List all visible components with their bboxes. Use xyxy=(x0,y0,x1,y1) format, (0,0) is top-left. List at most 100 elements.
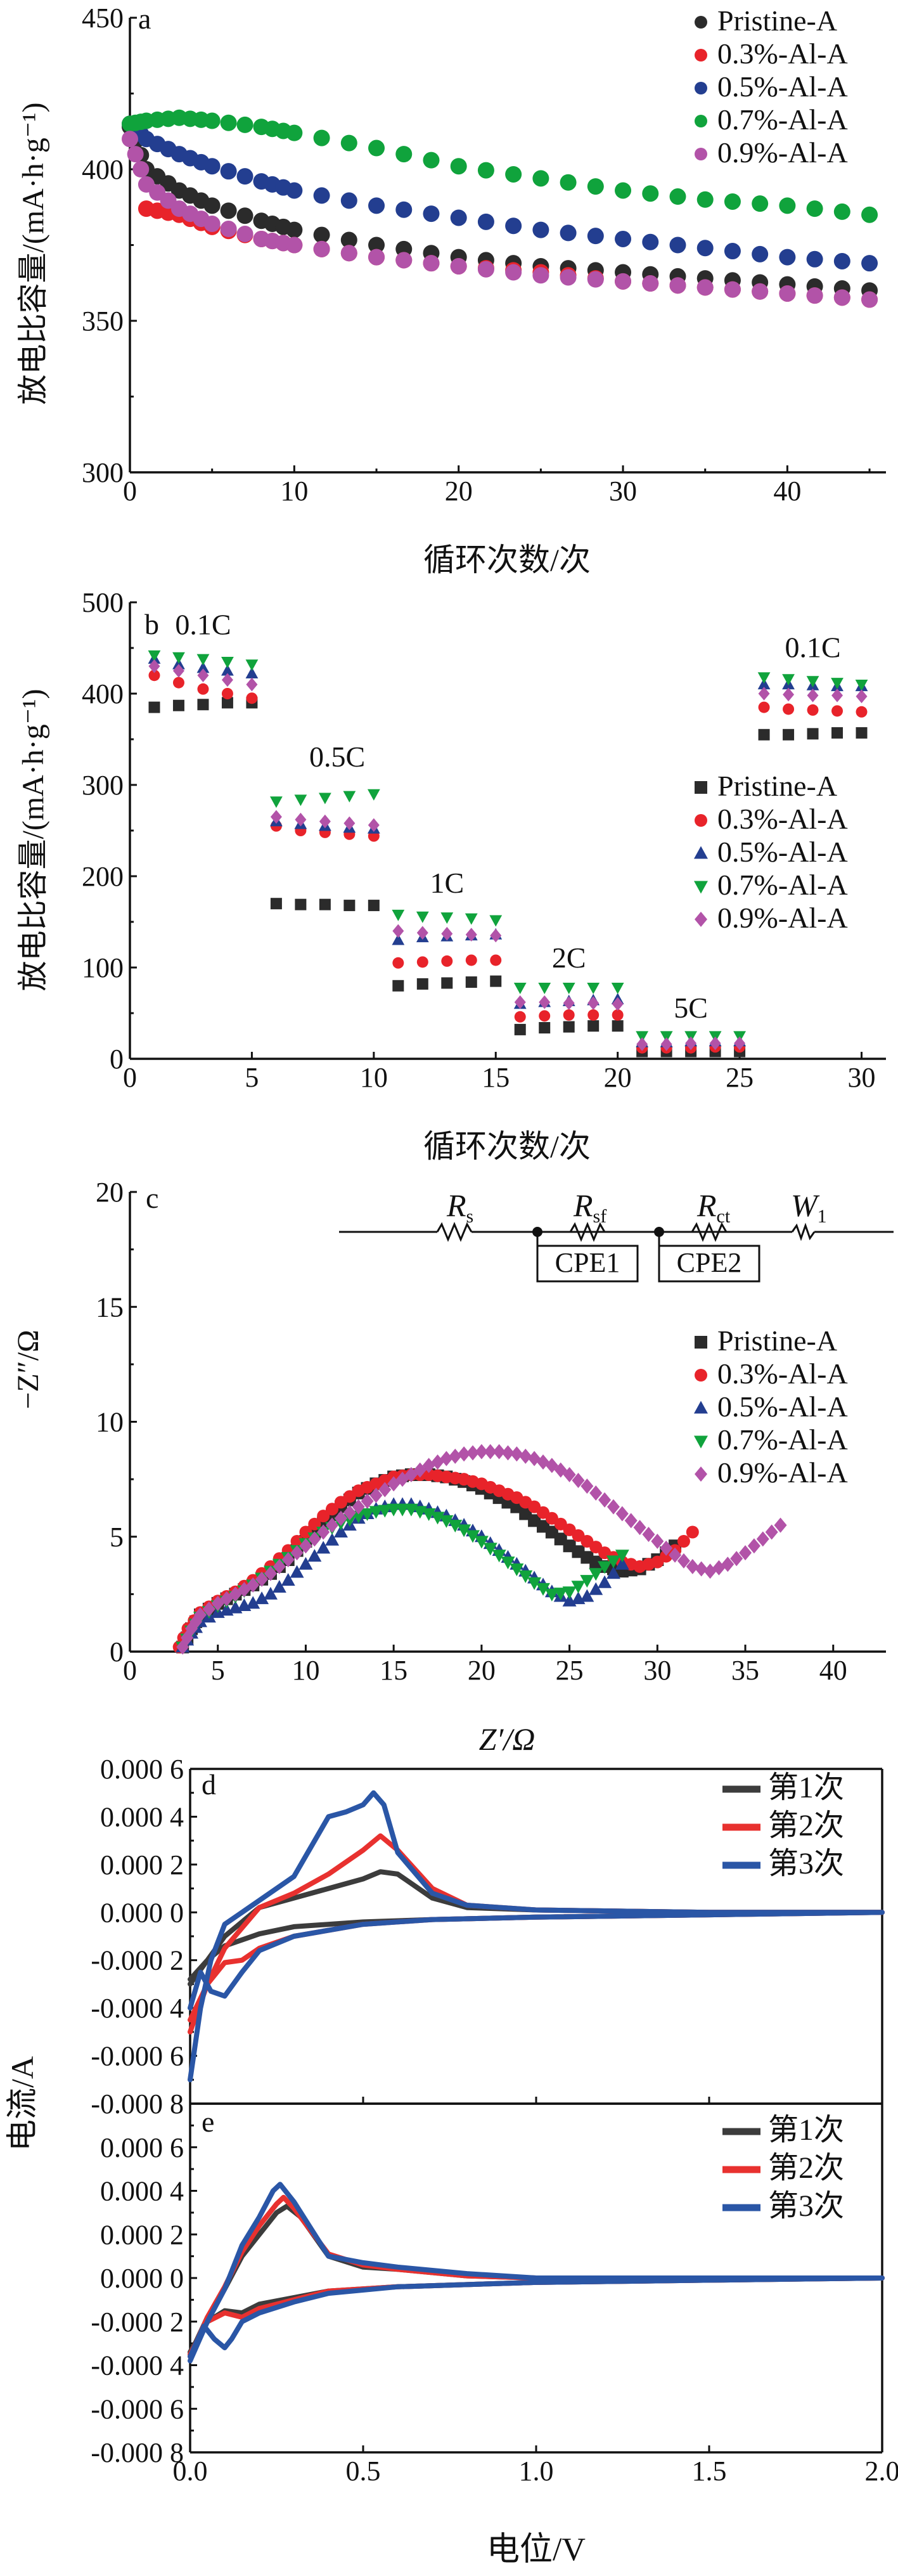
data-point xyxy=(441,977,453,989)
data-point xyxy=(730,1551,743,1567)
data-point xyxy=(236,168,253,185)
data-point xyxy=(264,1565,277,1581)
circuit-symbol: R xyxy=(573,1188,593,1223)
data-point xyxy=(221,697,233,709)
legend-label-4: 0.7%-Al-A xyxy=(717,869,848,901)
data-point xyxy=(615,1557,629,1570)
data-point xyxy=(783,687,795,702)
legend-label-2: 第2次 xyxy=(768,1809,844,1842)
data-point xyxy=(806,676,819,688)
data-point xyxy=(598,1575,612,1588)
data-point xyxy=(514,1011,526,1023)
panel-d-cv-curve: 0.000 6 0.000 4 0.000 2 0.000 0 -0.000 2 -0.0… xyxy=(91,1754,885,2120)
data-point xyxy=(807,689,819,702)
legend-label-1: Pristine-A xyxy=(717,770,837,802)
circuit-symbol: W xyxy=(791,1188,820,1223)
data-point xyxy=(295,812,307,827)
data-point xyxy=(326,1503,339,1516)
legend-label-5: 0.9%-Al-A xyxy=(717,1456,848,1489)
x-tick-label: 0 xyxy=(123,1655,137,1686)
data-point xyxy=(255,1571,269,1587)
circuit-label: W1 xyxy=(791,1188,827,1227)
data-point xyxy=(220,202,237,219)
data-point xyxy=(758,701,770,713)
legend-label-3: 第3次 xyxy=(768,2189,844,2223)
data-point xyxy=(343,791,356,803)
x-tick-label: 30 xyxy=(609,476,637,507)
data-point xyxy=(686,1558,699,1574)
data-point xyxy=(587,228,604,245)
data-point xyxy=(457,1524,471,1537)
y-tick-label: 0 xyxy=(110,1636,124,1667)
data-point xyxy=(245,666,259,678)
data-point xyxy=(340,245,357,262)
rate-annotation: 2C xyxy=(552,942,586,974)
data-point xyxy=(318,793,331,805)
data-point xyxy=(221,673,233,687)
data-point xyxy=(440,912,454,924)
resistor-rct xyxy=(691,1222,728,1242)
data-point xyxy=(369,1506,383,1519)
data-point xyxy=(587,1009,600,1021)
data-point xyxy=(299,1538,312,1554)
data-point xyxy=(236,116,253,133)
data-point xyxy=(449,1448,462,1464)
data-point xyxy=(245,659,259,671)
y-axis-title: −Z″/Ω xyxy=(11,1330,45,1409)
data-point xyxy=(148,659,160,673)
y-tick-label: -0.000 8 xyxy=(91,2437,184,2468)
data-point xyxy=(263,1586,278,1600)
y-tick-label: -0.000 6 xyxy=(91,2041,184,2072)
y-tick-label: 5 xyxy=(110,1522,124,1553)
legend-marker-1 xyxy=(695,781,707,794)
warburg-element xyxy=(791,1222,816,1241)
data-point xyxy=(724,193,741,210)
data-point xyxy=(518,1570,533,1583)
y-tick-label: 0.000 6 xyxy=(100,2132,184,2163)
data-point xyxy=(325,1532,340,1546)
rate-annotation: 1C xyxy=(430,867,464,899)
data-point xyxy=(352,1499,365,1515)
cv-curve-cycle-3 xyxy=(188,1790,885,2083)
data-point xyxy=(505,165,522,183)
circuit-subscript: s xyxy=(466,1206,474,1227)
data-point xyxy=(281,1552,295,1567)
y-tick-label: 300 xyxy=(82,770,124,801)
legend-label-1: Pristine-A xyxy=(717,1324,837,1357)
data-point xyxy=(660,1037,672,1051)
data-point xyxy=(392,957,404,969)
data-point xyxy=(196,661,210,673)
panel-a-capacity-cycling: 0 10 20 30 40 300 350 400 450 a Pristine-A0.3%-Al-… xyxy=(16,3,886,578)
data-point xyxy=(441,955,453,967)
data-point xyxy=(757,672,771,684)
data-point xyxy=(368,139,385,157)
data-point xyxy=(589,1485,603,1501)
data-point xyxy=(441,926,453,941)
x-tick-label: 40 xyxy=(819,1655,847,1686)
data-point xyxy=(532,221,549,238)
x-tick-label: 25 xyxy=(556,1655,584,1686)
data-point xyxy=(392,933,405,945)
data-point xyxy=(172,652,185,664)
y-tick-label: 0.000 4 xyxy=(100,1801,184,1832)
data-point xyxy=(343,1505,356,1520)
data-point xyxy=(806,287,823,304)
data-point xyxy=(236,225,253,242)
data-point xyxy=(392,924,404,938)
y-tick-label: 0.000 2 xyxy=(100,1849,184,1880)
data-point xyxy=(861,291,878,308)
data-point xyxy=(756,1531,769,1547)
data-point xyxy=(587,983,600,995)
data-point xyxy=(313,187,330,204)
data-point xyxy=(465,954,477,966)
x-tick-label: 15 xyxy=(482,1062,510,1093)
data-point xyxy=(831,689,843,702)
data-point xyxy=(856,706,868,718)
data-point xyxy=(779,249,796,266)
cv-curve-cycle-1 xyxy=(188,1869,885,1987)
data-point xyxy=(246,692,258,704)
legend-marker-5 xyxy=(695,912,707,927)
data-point xyxy=(221,656,234,668)
data-point xyxy=(612,1009,624,1021)
